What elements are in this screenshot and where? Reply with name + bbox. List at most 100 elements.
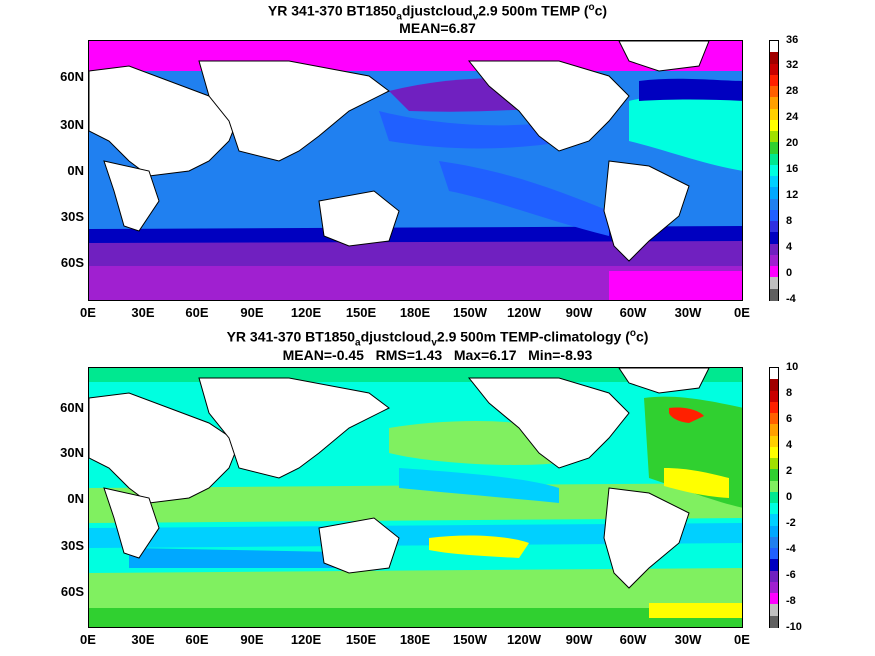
top-colorbar-label: 32: [786, 59, 799, 71]
bottom-lat-label: 0N: [67, 491, 84, 506]
bottom-lon-label: 120E: [290, 632, 322, 647]
colorbar-segment: [770, 288, 778, 301]
bottom-colorbar-label: -4: [786, 543, 796, 555]
colorbar-segment: [770, 119, 778, 132]
bottom-lon-label: 30E: [131, 632, 155, 647]
bottom-lat-label: 60N: [60, 400, 84, 415]
colorbar-segment: [770, 232, 778, 245]
top-lon-label: 90W: [565, 305, 593, 320]
bottom-colorbar-label: 8: [786, 387, 793, 399]
top-lat-label: 60S: [60, 255, 84, 270]
colorbar-segment: [770, 413, 778, 425]
top-colorbar-label: 0: [786, 267, 793, 279]
colorbar-segment: [770, 491, 778, 504]
top-colorbar-label: 24: [786, 111, 799, 123]
top-lon-label: 0E: [734, 305, 750, 320]
top-colorbar-label: 16: [786, 163, 799, 175]
colorbar-segment: [770, 221, 778, 234]
bottom-lon-label: 60E: [185, 632, 209, 647]
colorbar-segment: [770, 97, 778, 110]
bottom-colorbar-label: 2: [786, 465, 793, 477]
bottom-lon-label: 90W: [565, 632, 593, 647]
top-colorbar-label: 36: [786, 34, 799, 46]
colorbar-segment: [770, 570, 778, 583]
colorbar-segment: [770, 41, 778, 53]
bottom-title: YR 341-370 BT1850adjustcloudv2.9 500m TE…: [226, 328, 649, 349]
top-lon-label: 60W: [619, 305, 647, 320]
top-colorbar-label: -4: [786, 293, 796, 305]
bottom-map: [88, 367, 743, 628]
top-lat-label: 0N: [67, 163, 84, 178]
top-lon-label: 150W: [453, 305, 487, 320]
top-lon-label: 120W: [507, 305, 541, 320]
bottom-lon-label: 180E: [399, 632, 431, 647]
colorbar-segment: [770, 198, 778, 211]
colorbar-segment: [770, 176, 778, 188]
colorbar-segment: [770, 593, 778, 606]
top-lon-label: 30E: [131, 305, 155, 320]
bottom-colorbar-label: -2: [786, 517, 796, 529]
colorbar-segment: [770, 559, 778, 572]
bottom-colorbar-label: 0: [786, 491, 793, 503]
bottom-lat-label: 30S: [60, 538, 84, 553]
top-lat-label: 30S: [60, 209, 84, 224]
colorbar-segment: [770, 615, 778, 628]
bottom-lat-label: 60S: [60, 584, 84, 599]
colorbar-segment: [770, 63, 778, 76]
colorbar-segment: [770, 243, 778, 256]
colorbar-segment: [770, 108, 778, 121]
top-map: [88, 40, 743, 301]
colorbar-segment: [770, 458, 778, 470]
top-colorbar-label: 8: [786, 215, 793, 227]
colorbar-segment: [770, 390, 778, 403]
colorbar-segment: [770, 164, 778, 177]
colorbar-segment: [770, 277, 778, 290]
colorbar-segment: [770, 503, 778, 515]
colorbar-segment: [770, 254, 778, 267]
top-lon-label: 180E: [399, 305, 431, 320]
top-lon-label: 150E: [345, 305, 377, 320]
colorbar-segment: [770, 74, 778, 87]
colorbar-segment: [770, 266, 778, 279]
colorbar-segment: [770, 153, 778, 166]
bottom-lon-label: 60W: [619, 632, 647, 647]
colorbar-segment: [770, 131, 778, 143]
colorbar-segment: [770, 514, 778, 527]
top-lon-label: 120E: [290, 305, 322, 320]
colorbar-segment: [770, 480, 778, 493]
top-lon-label: 0E: [80, 305, 96, 320]
bottom-lon-label: 30W: [674, 632, 702, 647]
top-lon-label: 90E: [240, 305, 264, 320]
colorbar-segment: [770, 536, 778, 549]
top-colorbar-label: 4: [786, 241, 793, 253]
bottom-colorbar-label: 10: [786, 361, 799, 373]
bottom-lon-label: 120W: [507, 632, 541, 647]
colorbar-segment: [770, 379, 778, 392]
bottom-lon-label: 90E: [240, 632, 264, 647]
bottom-colorbar-label: 4: [786, 439, 793, 451]
top-title: YR 341-370 BT1850adjustcloudv2.9 500m TE…: [267, 2, 608, 23]
bottom-colorbar-label: -8: [786, 595, 796, 607]
colorbar-segment: [770, 424, 778, 437]
bottom-colorbar-label: -6: [786, 569, 796, 581]
top-lon-label: 30W: [674, 305, 702, 320]
top-lon-label: 60E: [185, 305, 209, 320]
bottom-colorbar-label: 6: [786, 413, 793, 425]
colorbar-segment: [770, 469, 778, 482]
top-stats: MEAN=6.87: [399, 20, 476, 36]
bottom-lon-label: 0E: [734, 632, 750, 647]
bottom-map-field: [89, 368, 742, 627]
bottom-lon-label: 150W: [453, 632, 487, 647]
colorbar-segment: [770, 446, 778, 459]
colorbar-segment: [770, 209, 778, 222]
bottom-lon-label: 150E: [345, 632, 377, 647]
bottom-lon-label: 0E: [80, 632, 96, 647]
colorbar-segment: [770, 86, 778, 98]
colorbar-segment: [770, 401, 778, 414]
bottom-colorbar-label: -10: [786, 621, 802, 633]
bottom-lat-label: 30N: [60, 445, 84, 460]
top-lat-label: 60N: [60, 69, 84, 84]
colorbar-segment: [770, 548, 778, 561]
top-colorbar-label: 28: [786, 85, 799, 97]
top-lat-label: 30N: [60, 117, 84, 132]
